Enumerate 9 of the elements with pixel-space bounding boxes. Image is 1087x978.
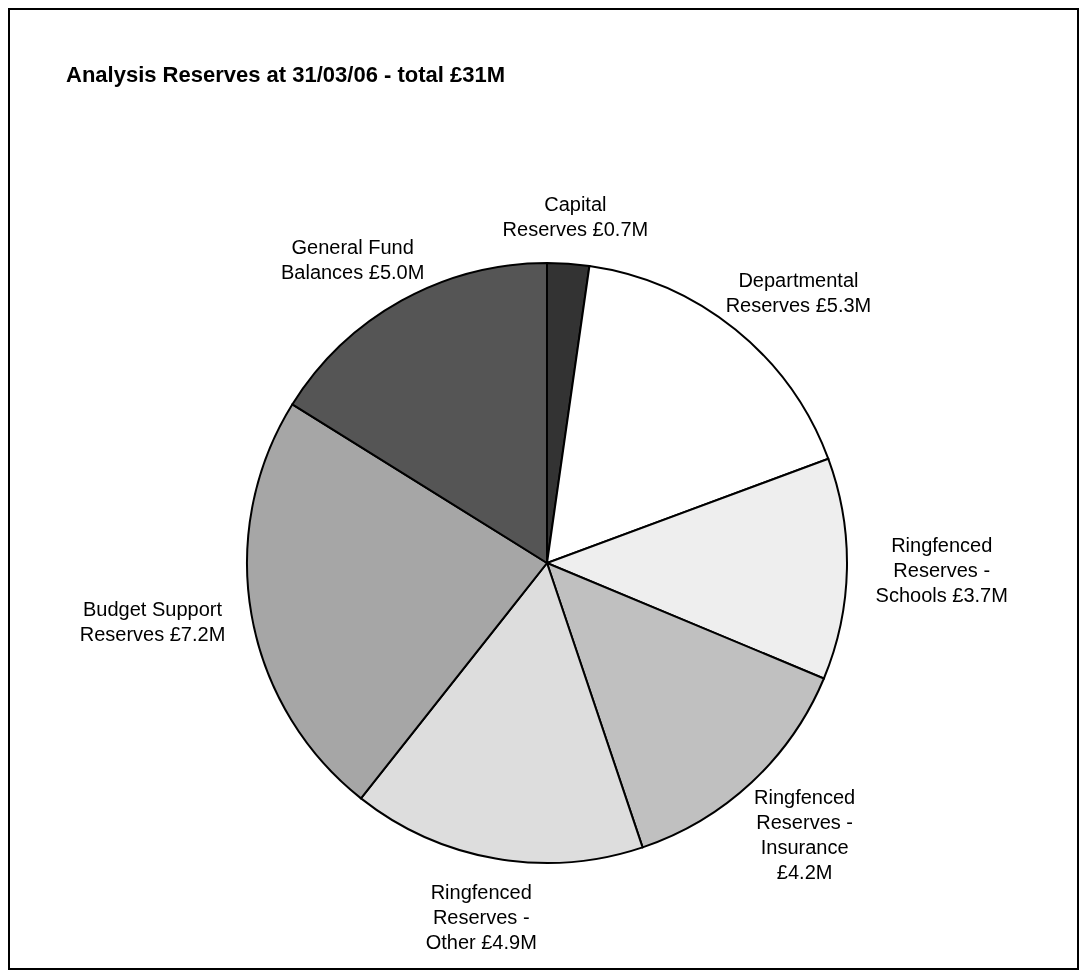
slice-label: Ringfenced Reserves - Schools £3.7M	[875, 533, 1008, 606]
slice-label: Ringfenced Reserves - Other £4.9M	[425, 880, 537, 953]
slice-label: General Fund Balances £5.0M	[280, 235, 425, 283]
data-label: £4.2M	[776, 861, 833, 884]
slice-label: Ringfenced Reserves - Insurance	[754, 786, 856, 859]
slice-label: Capital Reserves £0.7M	[502, 192, 649, 240]
slice-label: Budget Support Reserves £7.2M	[79, 598, 226, 646]
chart-title: Analysis Reserves at 31/03/06 - total £31M	[66, 62, 506, 88]
slice-label: Departmental Reserves £5.3M	[725, 268, 872, 316]
